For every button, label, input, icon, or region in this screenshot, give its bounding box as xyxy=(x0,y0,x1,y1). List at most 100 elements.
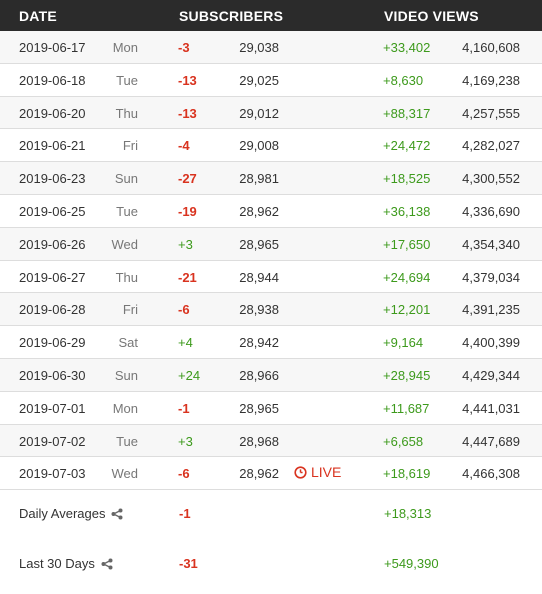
table-header: DATE SUBSCRIBERS VIDEO VIEWS xyxy=(0,0,542,31)
row-day: Thu xyxy=(115,105,138,121)
header-subscribers[interactable]: SUBSCRIBERS xyxy=(179,8,284,24)
table-row: 2019-07-03 Wed -6 28,962 +18,619 4,466,308 LIV… xyxy=(0,457,542,491)
row-view-change: +33,402 xyxy=(383,40,431,55)
table-row: 2019-06-30 Sun +24 28,966 +28,945 4,429,344 xyxy=(0,358,542,392)
table-row: 2019-07-02 Tue +3 28,968 +6,658 4,447,689 xyxy=(0,424,542,458)
row-view-change: +88,317 xyxy=(383,105,431,121)
row-view-change: +36,138 xyxy=(383,203,431,219)
row-subscriber-change: +24 xyxy=(178,367,201,383)
row-view-change: +6,658 xyxy=(383,433,424,449)
last-30-days-row: Last 30 Days -31 +549,390 xyxy=(0,544,542,584)
header-date[interactable]: DATE xyxy=(19,8,57,24)
row-subscribers: 28,965 xyxy=(239,236,279,252)
row-day: Sun xyxy=(114,367,138,383)
row-subscriber-change: -13 xyxy=(178,72,197,88)
row-day: Mon xyxy=(112,40,138,55)
row-subscribers: 28,944 xyxy=(239,269,279,285)
row-date: 2019-06-18 xyxy=(19,72,86,88)
last-30-days-views: +549,390 xyxy=(384,556,439,571)
daily-averages-subs: -1 xyxy=(179,506,191,521)
table-row: 2019-06-25 Tue -19 28,962 +36,138 4,336,690 xyxy=(0,195,542,228)
daily-averages-label-wrap: Daily Averages xyxy=(19,506,123,521)
row-views: 4,466,308 xyxy=(462,466,520,482)
row-views: 4,391,235 xyxy=(462,302,520,318)
row-day: Wed xyxy=(111,236,139,252)
row-views: 4,282,027 xyxy=(462,138,520,154)
share-icon[interactable] xyxy=(111,508,123,520)
row-subscriber-change: -6 xyxy=(178,302,190,318)
row-subscribers: 28,965 xyxy=(239,400,279,416)
row-day: Fri xyxy=(122,302,138,318)
row-date: 2019-06-21 xyxy=(19,138,86,154)
row-date: 2019-07-02 xyxy=(19,433,86,449)
row-views: 4,447,689 xyxy=(462,433,520,449)
row-date: 2019-07-01 xyxy=(19,400,86,416)
stats-table-body: 2019-06-17 Mon -3 29,038 +33,402 4,160,608 201… xyxy=(0,31,542,491)
row-subscriber-change: -13 xyxy=(178,105,197,121)
row-views: 4,160,608 xyxy=(462,40,520,55)
row-view-change: +24,694 xyxy=(383,269,431,285)
table-row: 2019-06-23 Sun -27 28,981 +18,525 4,300,552 xyxy=(0,162,542,195)
row-view-change: +18,525 xyxy=(383,171,431,187)
share-icon[interactable] xyxy=(101,558,113,570)
last-30-days-label-wrap: Last 30 Days xyxy=(19,556,113,571)
row-subscriber-change: +4 xyxy=(178,335,193,351)
row-subscriber-change: -3 xyxy=(178,40,190,55)
row-subscribers: 28,968 xyxy=(239,433,279,449)
row-subscribers: 28,942 xyxy=(239,335,279,351)
row-date: 2019-06-17 xyxy=(19,40,86,55)
row-views: 4,379,034 xyxy=(462,269,520,285)
row-day: Thu xyxy=(115,269,138,285)
row-view-change: +9,164 xyxy=(383,335,424,351)
row-view-change: +18,619 xyxy=(383,466,431,482)
row-views: 4,400,399 xyxy=(462,335,520,351)
live-badge[interactable]: LIVE xyxy=(294,464,341,480)
table-row: 2019-06-28 Fri -6 28,938 +12,201 4,391,235 xyxy=(0,293,542,327)
row-date: 2019-06-25 xyxy=(19,203,86,219)
row-views: 4,441,031 xyxy=(462,400,520,416)
row-day: Mon xyxy=(112,400,138,416)
row-day: Sun xyxy=(114,171,138,187)
row-view-change: +28,945 xyxy=(383,367,431,383)
header-video-views[interactable]: VIDEO VIEWS xyxy=(384,8,479,24)
row-view-change: +8,630 xyxy=(383,72,424,88)
daily-averages-views: +18,313 xyxy=(384,506,432,521)
row-day: Sat xyxy=(118,335,138,351)
table-row: 2019-07-01 Mon -1 28,965 +11,687 4,441,031 xyxy=(0,392,542,425)
table-row: 2019-06-21 Fri -4 29,008 +24,472 4,282,027 xyxy=(0,129,542,163)
table-row: 2019-06-26 Wed +3 28,965 +17,650 4,354,340 xyxy=(0,227,542,261)
row-subscribers: 29,038 xyxy=(239,40,279,55)
last-30-days-subs: -31 xyxy=(179,556,198,571)
row-subscriber-change: -1 xyxy=(178,400,190,416)
row-date: 2019-06-23 xyxy=(19,171,86,187)
row-subscribers: 29,012 xyxy=(239,105,279,121)
live-label: LIVE xyxy=(311,464,342,481)
row-subscriber-change: -6 xyxy=(178,466,190,482)
row-day: Tue xyxy=(116,203,138,219)
row-subscriber-change: +3 xyxy=(178,236,193,252)
row-views: 4,354,340 xyxy=(462,236,520,252)
row-subscribers: 28,938 xyxy=(239,302,279,318)
row-date: 2019-06-30 xyxy=(19,367,86,383)
row-view-change: +17,650 xyxy=(383,236,431,252)
last-30-days-label: Last 30 Days xyxy=(19,556,95,571)
clock-icon xyxy=(294,466,307,479)
table-row: 2019-06-27 Thu -21 28,944 +24,694 4,379,034 xyxy=(0,261,542,294)
row-view-change: +12,201 xyxy=(383,302,431,318)
row-date: 2019-07-03 xyxy=(19,466,86,482)
row-view-change: +11,687 xyxy=(383,400,430,416)
row-subscriber-change: -21 xyxy=(178,269,197,285)
row-date: 2019-06-20 xyxy=(19,105,86,121)
row-views: 4,169,238 xyxy=(462,72,520,88)
row-subscriber-change: -4 xyxy=(178,138,190,154)
row-views: 4,429,344 xyxy=(462,367,520,383)
row-day: Fri xyxy=(122,138,138,154)
row-date: 2019-06-29 xyxy=(19,335,86,351)
row-day: Tue xyxy=(116,433,138,449)
row-views: 4,257,555 xyxy=(462,105,520,121)
row-subscribers: 29,025 xyxy=(239,72,279,88)
row-day: Tue xyxy=(116,72,138,88)
table-row: 2019-06-17 Mon -3 29,038 +33,402 4,160,608 xyxy=(0,31,542,64)
row-date: 2019-06-28 xyxy=(19,302,86,318)
row-subscribers: 28,962 xyxy=(239,203,279,219)
